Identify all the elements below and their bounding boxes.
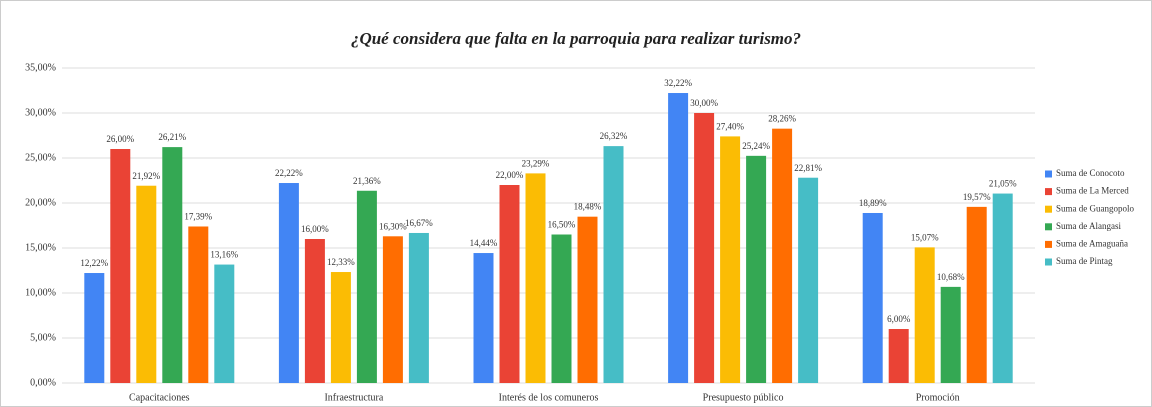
legend-label: Suma de Guangopolo (1056, 203, 1134, 213)
value-label: 16,30% (379, 221, 407, 231)
bar (914, 247, 935, 383)
value-label: 13,16% (210, 250, 238, 260)
legend-label: Suma de Pintag (1056, 256, 1113, 266)
bar (162, 147, 183, 383)
y-tick-label: 25,00% (25, 152, 56, 163)
x-tick-label: Capacitaciones (129, 392, 190, 403)
value-label: 26,21% (158, 132, 186, 142)
bar (304, 239, 325, 383)
bar (473, 253, 494, 383)
bar (992, 193, 1013, 383)
bar (188, 226, 209, 383)
y-tick-label: 0,00% (30, 377, 56, 388)
bar (214, 264, 235, 383)
x-tick-label: Presupuesto público (703, 392, 784, 403)
value-label: 21,05% (989, 179, 1017, 189)
bar (356, 190, 377, 383)
value-label: 16,50% (548, 220, 576, 230)
value-label: 12,22% (80, 258, 108, 268)
value-label: 14,44% (470, 238, 498, 248)
bar (84, 273, 105, 383)
y-tick-label: 10,00% (25, 287, 56, 298)
value-label: 22,81% (794, 163, 822, 173)
bar (525, 173, 546, 383)
value-label: 21,36% (353, 176, 381, 186)
value-label: 23,29% (522, 158, 550, 168)
chart-title: ¿Qué considera que falta en la parroquia… (351, 29, 801, 48)
bar (110, 149, 131, 383)
legend-swatch (1045, 240, 1052, 248)
bar (798, 177, 819, 383)
bar (577, 216, 598, 383)
legend-swatch (1045, 205, 1052, 213)
value-label: 26,00% (106, 134, 134, 144)
legend-label: Suma de Alangasi (1056, 221, 1121, 231)
bar (136, 185, 157, 383)
value-label: 22,22% (275, 168, 303, 178)
bar (862, 212, 883, 383)
bar (668, 93, 689, 384)
bar (746, 155, 767, 383)
value-label: 32,22% (664, 78, 692, 88)
value-label: 16,67% (405, 218, 433, 228)
bar (940, 286, 961, 383)
value-label: 16,00% (301, 224, 329, 234)
value-label: 25,24% (742, 141, 770, 151)
bar (382, 236, 403, 383)
value-label: 10,68% (937, 272, 965, 282)
value-label: 21,92% (132, 171, 160, 181)
bar (330, 272, 351, 383)
legend-swatch (1045, 170, 1052, 178)
value-label: 17,39% (184, 212, 212, 222)
bar (694, 113, 715, 383)
legend-swatch (1045, 188, 1052, 196)
value-label: 12,33% (327, 257, 355, 267)
value-label: 30,00% (690, 98, 718, 108)
bar (966, 206, 987, 383)
x-tick-label: Promoción (916, 392, 960, 403)
value-label: 18,89% (859, 198, 887, 208)
value-label: 15,07% (911, 232, 939, 242)
value-label: 19,57% (963, 192, 991, 202)
bar (499, 185, 520, 383)
value-label: 28,26% (768, 114, 796, 124)
bar (720, 136, 741, 383)
y-tick-label: 15,00% (25, 242, 56, 253)
value-label: 22,00% (496, 170, 524, 180)
bar (408, 232, 429, 383)
bar (551, 234, 572, 383)
legend-swatch (1045, 258, 1052, 266)
value-label: 6,00% (887, 314, 911, 324)
bar (278, 183, 299, 383)
y-tick-label: 35,00% (25, 62, 56, 73)
y-tick-label: 20,00% (25, 197, 56, 208)
legend-label: Suma de La Merced (1056, 186, 1129, 196)
legend-label: Suma de Conocoto (1056, 168, 1125, 178)
x-tick-label: Interés de los comuneros (499, 392, 599, 403)
value-label: 26,32% (600, 131, 628, 141)
value-label: 27,40% (716, 121, 744, 131)
x-tick-label: Infraestructura (324, 392, 383, 403)
legend-swatch (1045, 223, 1052, 231)
y-tick-label: 30,00% (25, 107, 56, 118)
bar (603, 146, 624, 383)
bar (772, 128, 793, 383)
value-label: 18,48% (574, 202, 602, 212)
bar (888, 329, 909, 383)
legend-label: Suma de Amaguaña (1056, 238, 1128, 248)
y-tick-label: 5,00% (30, 332, 56, 343)
